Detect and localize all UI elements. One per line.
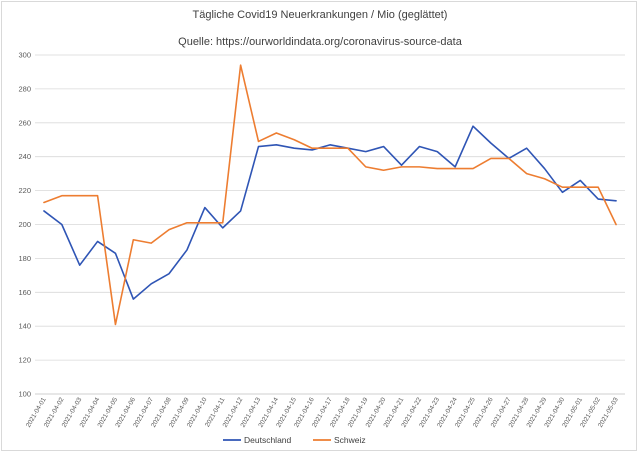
gridlines: [35, 54, 625, 395]
y-tick-label: 260: [18, 118, 31, 127]
chart-subtitle: Quelle: https://ourworldindata.org/coron…: [178, 36, 462, 48]
series-line-deutschland: [43, 125, 617, 300]
y-tick-label: 120: [18, 356, 31, 365]
y-axis-ticks: 100 120 140 160 180 200 220 240 260 280 300: [18, 51, 31, 399]
legend: Deutschland Schweiz: [223, 435, 366, 445]
legend-label: Schweiz: [334, 435, 366, 445]
y-tick-label: 180: [18, 254, 31, 263]
y-tick-label: 140: [18, 322, 31, 331]
series-line-schweiz: [43, 64, 617, 326]
y-tick-label: 280: [18, 84, 31, 93]
y-tick-label: 240: [18, 152, 31, 161]
y-tick-label: 100: [18, 390, 31, 399]
y-tick-label: 160: [18, 288, 31, 297]
chart-title: Tägliche Covid19 Neuerkrankungen / Mio (…: [192, 9, 448, 21]
y-tick-label: 200: [18, 220, 31, 229]
y-tick-label: 300: [18, 51, 31, 60]
y-tick-label: 220: [18, 186, 31, 195]
x-axis-ticks: 2021-04-012021-04-022021-04-032021-04-04…: [25, 396, 620, 429]
series-lines: [43, 64, 617, 326]
legend-label: Deutschland: [244, 435, 292, 445]
